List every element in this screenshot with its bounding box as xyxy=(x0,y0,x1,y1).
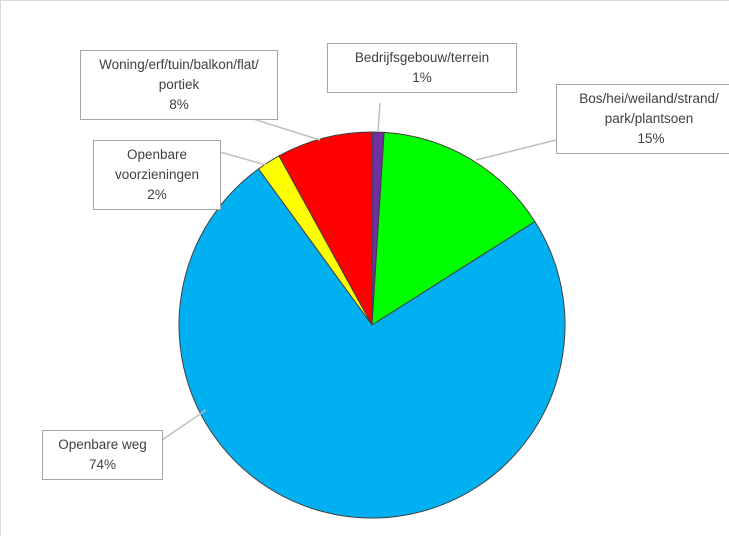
data-label: Bedrijfsgebouw/terrein 1% xyxy=(327,43,517,93)
label-category: Openbare weg xyxy=(58,437,147,452)
label-value: 15% xyxy=(637,131,665,146)
label-value: 2% xyxy=(147,187,167,202)
pie-slice xyxy=(178,168,566,519)
leader-line xyxy=(161,409,207,441)
slices xyxy=(178,131,566,519)
label-category: Openbare voorzieningen xyxy=(114,147,200,182)
data-label: Woning/erf/tuin/balkon/flat/portiek 8% xyxy=(80,50,278,120)
label-category: Woning/erf/tuin/balkon/flat/portiek xyxy=(99,57,259,92)
leader-line xyxy=(377,102,381,133)
leader-line xyxy=(249,117,321,141)
data-label: Openbare weg 74% xyxy=(42,430,163,480)
label-value: 1% xyxy=(412,70,432,85)
leader-line xyxy=(475,139,557,161)
leader-lines xyxy=(161,102,557,441)
data-label: Bos/hei/weiland/strand/park/plantsoen 15… xyxy=(556,84,729,154)
label-category: Bedrijfsgebouw/terrein xyxy=(354,50,490,65)
pie-slice xyxy=(278,131,373,326)
label-value: 74% xyxy=(88,457,117,472)
label-category: Bos/hei/weiland/strand/park/plantsoen xyxy=(579,91,719,126)
pie-slice xyxy=(371,131,536,326)
data-label: Openbare voorzieningen 2% xyxy=(93,140,221,210)
leader-line xyxy=(219,151,267,166)
label-value: 8% xyxy=(169,97,189,112)
